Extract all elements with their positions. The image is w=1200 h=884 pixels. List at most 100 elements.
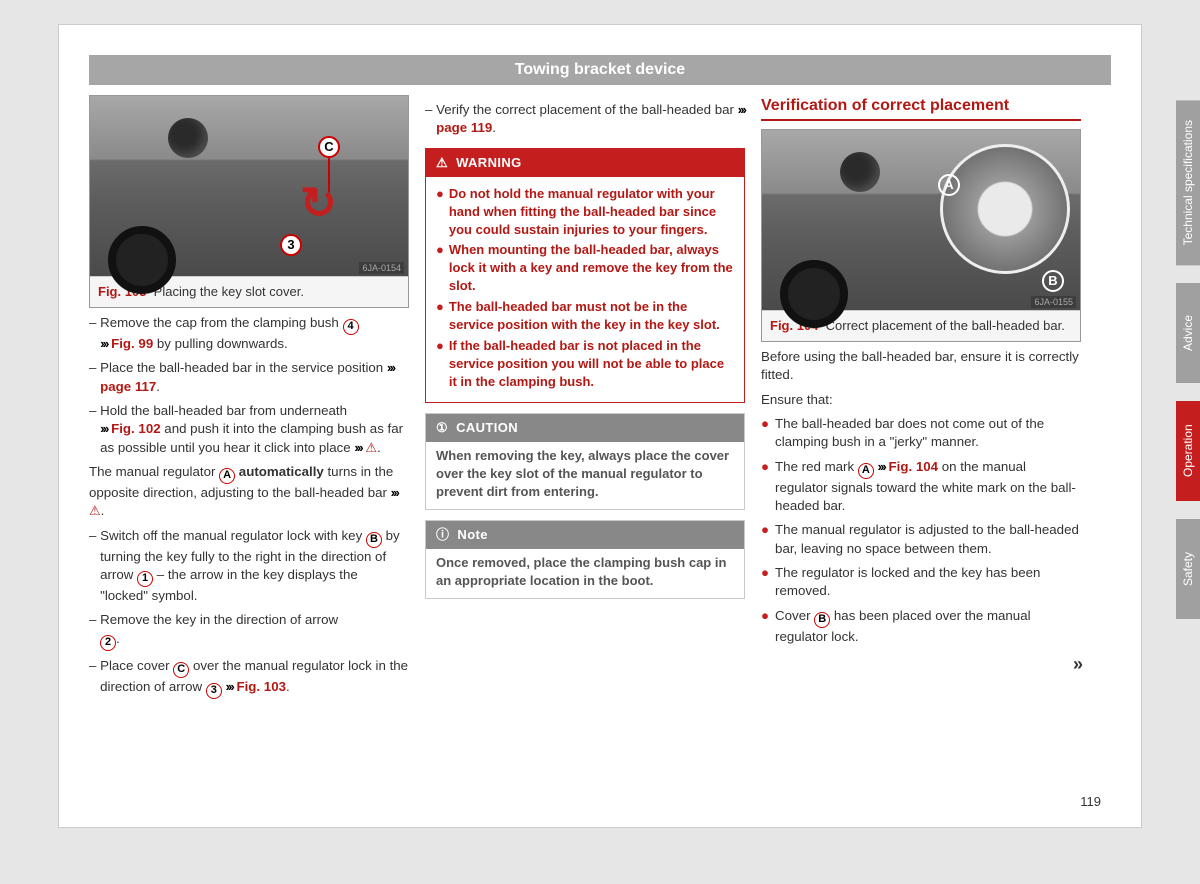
tab-operation[interactable]: Operation [1176, 401, 1200, 501]
zoom-circle [940, 144, 1070, 274]
t: . [116, 631, 120, 646]
t: Place the ball-headed bar in the service… [100, 360, 387, 375]
chevron-icon: ››› [354, 440, 361, 455]
column-3: Verification of correct placement A B 6J… [761, 95, 1081, 811]
page-header: Towing bracket device [89, 55, 1111, 85]
warning-bullet: ●When mounting the ball-headed bar, alwa… [436, 241, 734, 295]
page-number: 119 [1080, 794, 1101, 809]
xref-fig102: Fig. 102 [111, 421, 161, 436]
t: The manual regulator [89, 464, 219, 479]
warning-title: WARNING [456, 154, 522, 172]
figure-104-image: A B 6JA-0155 [762, 130, 1080, 310]
chevron-icon: ››› [738, 102, 745, 117]
warning-bullet: ●Do not hold the manual regulator with y… [436, 185, 734, 239]
note-body: Once removed, place the clamping bush ca… [426, 549, 744, 598]
t: by pulling downwards. [153, 336, 288, 351]
manual-page: Towing bracket device C ↻ 3 6JA-0154 Fig… [58, 24, 1142, 828]
chevron-icon: ››› [100, 421, 107, 436]
caution-title: CAUTION [456, 419, 518, 437]
warning-triangle-icon: ⚠ [89, 503, 101, 518]
bullet-icon: ● [761, 415, 769, 452]
xref-p117: page 117 [100, 379, 156, 394]
figure-103: C ↻ 3 6JA-0154 Fig. 103 Placing the key … [89, 95, 409, 308]
t: Hold the ball-headed bar from underneath [100, 403, 347, 418]
xref-fig99: Fig. 99 [111, 336, 153, 351]
section-title: Verification of correct placement [761, 95, 1081, 121]
xref-fig103: Fig. 103 [236, 679, 286, 694]
circref-c: C [173, 662, 189, 678]
tab-safety[interactable]: Safety [1176, 519, 1200, 619]
t: The ball-headed bar must not be in the s… [449, 298, 734, 334]
warning-box: ⚠ WARNING ●Do not hold the manual regula… [425, 148, 745, 403]
chevron-icon: ››› [878, 459, 885, 474]
bullet-icon: ● [761, 458, 769, 516]
column-2: Verify the correct placement of the ball… [425, 95, 745, 811]
tab-advice[interactable]: Advice [1176, 283, 1200, 383]
list-item: ●The regulator is locked and the key has… [761, 564, 1081, 601]
xref-fig104: Fig. 104 [889, 459, 939, 474]
list-item: ●The manual regulator is adjusted to the… [761, 521, 1081, 558]
continue-arrows-icon: » [761, 652, 1081, 677]
circref-a: A [219, 468, 235, 484]
figure-104: A B 6JA-0155 Fig. 104 Correct placement … [761, 129, 1081, 342]
t: . [492, 120, 496, 135]
t: The ball-headed bar does not come out of… [775, 415, 1081, 452]
t: Remove the cap from the clamping bush [100, 315, 342, 330]
columns: C ↻ 3 6JA-0154 Fig. 103 Placing the key … [59, 95, 1141, 827]
circref-4: 4 [343, 319, 359, 335]
warning-body: ●Do not hold the manual regulator with y… [426, 177, 744, 402]
t: Verify the correct placement of the ball… [436, 102, 738, 117]
hitch-shape [840, 152, 880, 192]
note-box: ⓘ Note Once removed, place the clamping … [425, 520, 745, 599]
t: When mounting the ball-headed bar, alway… [449, 241, 734, 295]
warning-bullet: ●The ball-headed bar must not be in the … [436, 298, 734, 334]
caution-body: When removing the key, always place the … [426, 442, 744, 509]
chevron-icon: ››› [100, 336, 107, 351]
list-item: ●The ball-headed bar does not come out o… [761, 415, 1081, 452]
warning-header: ⚠ WARNING [426, 149, 744, 177]
figure-103-code: 6JA-0154 [359, 262, 404, 274]
t: . [156, 379, 160, 394]
caution-header: ① CAUTION [426, 414, 744, 442]
step-remove-key: Remove the key in the direction of arrow… [89, 611, 409, 650]
step-hold-bar: Hold the ball-headed bar from underneath… [89, 402, 409, 457]
step-switch-off: Switch off the manual regulator lock wit… [89, 527, 409, 606]
circref-b: B [814, 612, 830, 628]
circref-b: B [366, 532, 382, 548]
step-remove-cap: Remove the cap from the clamping bush 4 … [89, 314, 409, 353]
bullet-icon: ● [436, 337, 444, 391]
figure-103-image: C ↻ 3 6JA-0154 [90, 96, 408, 276]
t: The regulator is locked and the key has … [775, 564, 1081, 601]
t: Switch off the manual regulator lock wit… [100, 528, 366, 543]
warning-bullet: ●If the ball-headed bar is not placed in… [436, 337, 734, 391]
bullet-icon: ● [761, 564, 769, 601]
bullet-icon: ● [761, 607, 769, 646]
circref-2: 2 [100, 635, 116, 651]
column-1: C ↻ 3 6JA-0154 Fig. 103 Placing the key … [89, 95, 409, 811]
figure-103-caption-text: Placing the key slot cover. [154, 284, 304, 299]
tab-tech-specs[interactable]: Technical specifications [1176, 100, 1200, 265]
wheel-shape [780, 260, 848, 328]
bullet-icon: ● [436, 298, 444, 334]
t: The manual regulator is adjusted to the … [775, 521, 1081, 558]
bullet-icon: ● [761, 521, 769, 558]
warning-triangle-icon: ⚠ [365, 440, 377, 455]
t: Cover [775, 608, 814, 623]
info-icon: ⓘ [436, 526, 449, 544]
figure-104-caption-text: Correct placement of the ball-headed bar… [826, 318, 1065, 333]
list-item: ● The red mark A ››› Fig. 104 on the man… [761, 458, 1081, 516]
step-place-cover: Place cover C over the manual regulator … [89, 657, 409, 699]
circref-a: A [858, 463, 874, 479]
chevron-icon: ››› [387, 360, 394, 375]
marker-a: A [938, 174, 960, 196]
circref-3: 3 [206, 683, 222, 699]
t: automatically [239, 464, 324, 479]
wheel-shape [108, 226, 176, 294]
chevron-icon: ››› [391, 485, 398, 500]
t: . [377, 440, 381, 455]
note-title: Note [457, 526, 488, 544]
circref-1: 1 [137, 571, 153, 587]
bullet-icon: ● [436, 185, 444, 239]
note-header: ⓘ Note [426, 521, 744, 549]
step-place-service: Place the ball-headed bar in the service… [89, 359, 409, 396]
